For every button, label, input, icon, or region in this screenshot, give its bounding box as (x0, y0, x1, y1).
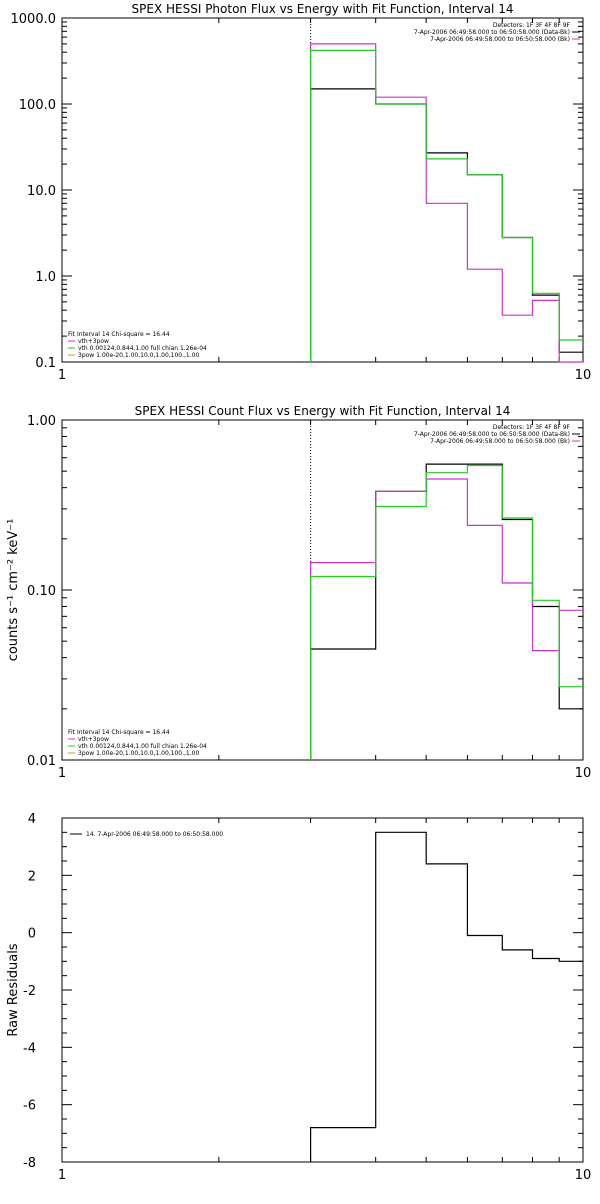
chart-title: SPEX HESSI Count Flux vs Energy with Fit… (135, 404, 511, 418)
y-tick-label: 0.1 (35, 356, 56, 371)
legend-bottom-text: vth 0.00124,0.844,1.00 full chian 1.26e-… (78, 743, 207, 750)
legend-top-text: Detectors: 1F 3F 4F 8F 9F (493, 424, 571, 431)
legend-bottom-text: Fit Interval 14 Chi-square = 16.44 (68, 331, 170, 338)
x-tick-label: 1 (58, 1168, 66, 1183)
y-tick-label: 0.01 (27, 754, 56, 769)
plot-frame (61, 817, 584, 1163)
legend-text: 14. 7-Apr-2006 06:49:58.000 to 06:50:58.… (86, 831, 223, 838)
plot-frame (61, 419, 584, 761)
chart-panel-3: 1 10 -8 -6 -4 -2 0 2 4 Raw Residuals 14. 7-Apr-200… (6, 812, 591, 1183)
legend-bottom-text: vth+3pow (78, 736, 109, 743)
series-line-data-bk (310, 463, 583, 760)
legend-bottom-text: 3pow 1.00e-20,1.00,10.0,1.00,100.,1.00 (78, 750, 199, 757)
series-line-vth-3pow (310, 49, 583, 362)
chart-panel-1: SPEX HESSI Photon Flux vs Energy with Fi… (11, 2, 592, 383)
legend-bottom-text: vth 0.00124,0.844,1.00 full chian 1.26e-… (78, 345, 207, 352)
y-tick-label: 0.10 (27, 584, 56, 599)
chart-panel-2: SPEX HESSI Count Flux vs Energy with Fit… (6, 404, 591, 781)
x-tick-label: 1 (58, 368, 66, 383)
y-axis-label: Raw Residuals (6, 943, 21, 1036)
legend-top-text: 7-Apr-2006 06:49:58.000 to 06:50:58.000 … (414, 29, 570, 36)
y-tick-label: 4 (28, 812, 36, 827)
y-tick-label: -8 (23, 1156, 36, 1171)
y-tick-label: 1.00 (27, 414, 56, 429)
y-tick-label: 100.0 (19, 98, 56, 113)
y-tick-label: -4 (23, 1041, 36, 1056)
y-tick-label: 2 (28, 869, 36, 884)
y-tick-label: -6 (23, 1099, 36, 1114)
series-line-bk (310, 43, 583, 363)
series-line-residuals (310, 831, 583, 1162)
y-tick-label: 0 (28, 927, 36, 942)
x-tick-label: 1 (58, 766, 66, 781)
y-tick-label: 1.0 (35, 270, 56, 285)
series-line-data-bk (310, 88, 583, 362)
legend-bottom-text: 3pow 1.00e-20,1.00,10.0,1.00,100.,1.00 (78, 352, 199, 359)
legend-top-text: 7-Apr-2006 06:49:58.000 to 06:50:58.000 … (430, 438, 570, 445)
y-tick-label: -2 (23, 984, 36, 999)
legend-top-text: 7-Apr-2006 06:49:58.000 to 06:50:58.000 … (430, 36, 570, 43)
series-line-bk (310, 478, 583, 760)
x-tick-label: 10 (575, 368, 592, 383)
legend-top-text: Detectors: 1F 3F 4F 8F 9F (493, 22, 571, 29)
y-tick-label: 1000.0 (11, 12, 57, 27)
chart-title: SPEX HESSI Photon Flux vs Energy with Fi… (132, 2, 514, 16)
series-line-vth-3pow (310, 464, 583, 760)
x-tick-label: 10 (575, 1168, 592, 1183)
y-axis-label: counts s⁻¹ cm⁻² keV⁻¹ (6, 519, 21, 662)
legend-bottom-text: Fit Interval 14 Chi-square = 16.44 (68, 729, 170, 736)
legend-bottom-text: vth+3pow (78, 338, 109, 345)
y-tick-label: 10.0 (27, 184, 56, 199)
plot-frame (61, 17, 584, 363)
x-tick-label: 10 (575, 766, 592, 781)
legend-top-text: 7-Apr-2006 06:49:58.000 to 06:50:58.000 … (414, 431, 570, 438)
